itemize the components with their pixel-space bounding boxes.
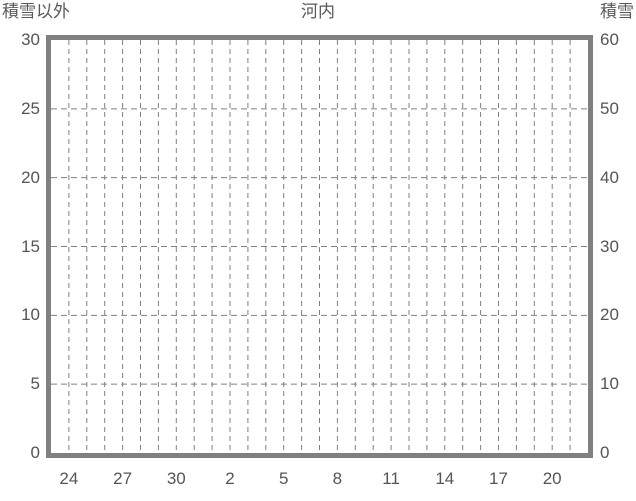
right-y-tick-label: 50 — [600, 98, 619, 118]
left-y-tick-label: 20 — [21, 167, 40, 187]
right-y-tick-label: 60 — [600, 30, 619, 49]
x-tick-label: 30 — [166, 469, 186, 488]
left-y-tick-label: 30 — [21, 30, 40, 49]
left-y-tick-label: 15 — [21, 236, 40, 256]
x-tick-label: 11 — [382, 469, 400, 488]
x-tick-label: 27 — [113, 469, 133, 488]
plot-area — [46, 35, 593, 458]
right-y-tick-label: 20 — [600, 305, 619, 325]
chart-title: 河内 — [301, 2, 335, 21]
x-tick-label: 17 — [489, 469, 508, 488]
left-y-tick-label: 25 — [21, 98, 40, 118]
left-axis-caption: 積雪以外 — [2, 2, 70, 21]
left-y-tick-label: 5 — [30, 374, 40, 394]
left-y-tick-label: 0 — [30, 443, 40, 462]
left-y-tick-label: 10 — [21, 305, 40, 325]
right-y-tick-label: 30 — [600, 236, 619, 256]
x-tick-label: 14 — [435, 469, 455, 488]
right-y-tick-label: 40 — [600, 167, 619, 187]
right-y-tick-label: 0 — [600, 443, 610, 462]
x-tick-label: 2 — [225, 469, 235, 488]
right-y-tick-label: 10 — [600, 374, 619, 394]
x-tick-label: 5 — [278, 469, 289, 488]
gridlines — [51, 40, 588, 453]
x-tick-label: 8 — [332, 469, 343, 488]
x-tick-label: 24 — [59, 469, 79, 488]
x-tick-label: 20 — [542, 469, 562, 488]
right-axis-caption: 積雪 — [600, 2, 634, 21]
plot-inner — [51, 40, 588, 453]
